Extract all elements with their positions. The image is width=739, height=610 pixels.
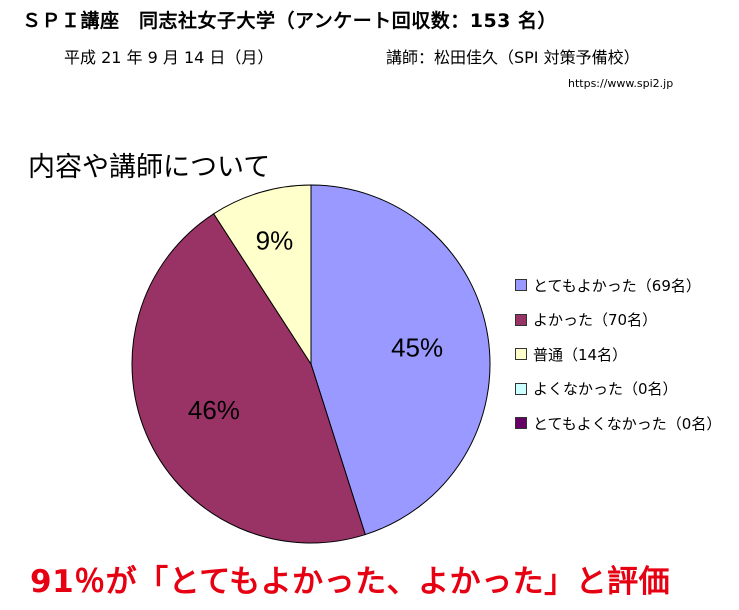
legend-item: とてもよかった（69名）: [515, 268, 721, 303]
pie-slice: [131, 213, 366, 544]
legend-swatch: [515, 417, 527, 430]
legend-swatch: [515, 313, 527, 326]
legend-item: よくなかった（0名）: [515, 372, 721, 407]
pie-slice: [212, 184, 312, 366]
slice-percent-label: 9%: [256, 225, 294, 255]
legend-label: 普通（14名）: [533, 345, 628, 364]
page-title: ＳＰＩ講座 同志社女子大学（アンケート回収数：153 名）: [22, 10, 558, 32]
chart-legend: とてもよかった（69名） よかった（70名） 普通（14名） よくなかった（0名…: [515, 268, 721, 441]
legend-label: よかった（70名）: [533, 311, 658, 330]
chart-title: 内容や講師について: [28, 152, 271, 183]
legend-swatch: [515, 279, 527, 292]
legend-item: とてもよくなかった（0名）: [515, 406, 721, 441]
event-date: 平成 21 年 9 月 14 日（月）: [64, 48, 274, 67]
legend-label: とてもよかった（69名）: [533, 276, 701, 295]
legend-item: 普通（14名）: [515, 337, 721, 372]
slice-percent-label: 46%: [188, 395, 240, 425]
legend-label: よくなかった（0名）: [533, 380, 678, 399]
pie-slices: [131, 184, 491, 544]
lecturer-info: 講師：松田佳久（SPI 対策予備校）: [386, 48, 640, 67]
legend-item: よかった（70名）: [515, 303, 721, 338]
site-url: https://www.spi2.jp: [568, 77, 674, 90]
legend-swatch: [515, 382, 527, 395]
pie-slice: [310, 184, 491, 536]
slice-percent-label: 45%: [391, 333, 443, 363]
pie-labels: 45% 46% 9%: [188, 225, 443, 424]
legend-label: とてもよくなかった（0名）: [533, 414, 722, 433]
legend-swatch: [515, 348, 527, 361]
conclusion-text: 91％が「とてもよかった、よかった」と評価: [30, 564, 671, 600]
